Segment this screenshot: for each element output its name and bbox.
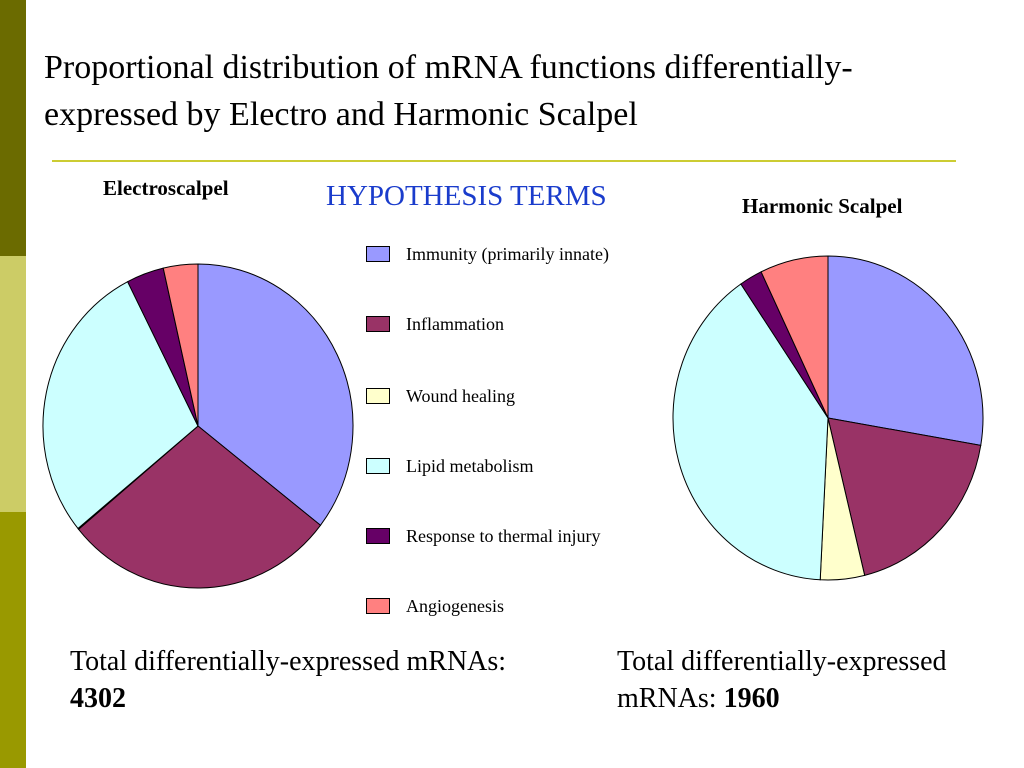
title-divider — [52, 160, 956, 162]
legend-item-thermal-injury: Response to thermal injury — [366, 524, 600, 548]
legend-swatch — [366, 598, 390, 614]
total-label: Total differentially-expressed mRNAs: — [70, 646, 507, 677]
pie-slice-immunity-primarily-innate — [197, 263, 354, 527]
legend-label: Response to thermal injury — [406, 525, 601, 546]
slide-title: Proportional distribution of mRNA functi… — [44, 49, 853, 133]
total-value: 4302 — [70, 683, 126, 714]
total-value: 1960 — [723, 683, 780, 714]
legend-swatch — [366, 246, 390, 262]
legend-swatch — [366, 458, 390, 474]
pie-slice-lipid-metabolism — [42, 280, 199, 530]
legend-label: Lipid metabolism — [406, 455, 534, 476]
electroscalpel-pie-chart — [42, 263, 354, 589]
sidebar-accent-bottom — [0, 512, 26, 768]
legend-item-inflammation: Inflammation — [366, 312, 504, 336]
legend-title: HYPOTHESIS TERMS — [326, 180, 607, 212]
legend-label: Wound healing — [406, 385, 516, 406]
legend-label: Immunity (primarily innate) — [406, 243, 609, 264]
harmonic-scalpel-total: Total differentially-expressed mRNAs: 19… — [617, 643, 997, 717]
total-label: Total differentially-expressed mRNAs: — [617, 646, 947, 714]
pie-slice-immunity-primarily-innate — [827, 255, 984, 446]
legend-label: Angiogenesis — [406, 595, 504, 616]
pie-slice-inflammation — [77, 425, 322, 589]
legend-item-angiogenesis: Angiogenesis — [366, 594, 504, 618]
electroscalpel-total: Total differentially-expressed mRNAs: 43… — [70, 643, 520, 717]
electroscalpel-chart-title: Electroscalpel — [103, 176, 229, 200]
legend-swatch — [366, 388, 390, 404]
pie-slice-inflammation — [827, 417, 982, 577]
legend-label: Inflammation — [406, 313, 504, 334]
legend-swatch — [366, 528, 390, 544]
legend-item-lipid-metabolism: Lipid metabolism — [366, 454, 534, 478]
harmonic-scalpel-pie-chart — [672, 255, 984, 581]
sidebar-accent-top — [0, 0, 26, 256]
pie-slice-angiogenesis — [760, 255, 829, 419]
legend-item-wound-healing: Wound healing — [366, 384, 515, 408]
pie-slice-lipid-metabolism — [672, 283, 829, 581]
harmonic-scalpel-chart-title: Harmonic Scalpel — [742, 194, 903, 218]
legend-swatch — [366, 316, 390, 332]
sidebar-accent-middle — [0, 256, 26, 512]
pie-slice-angiogenesis — [162, 263, 199, 427]
legend-item-immunity: Immunity (primarily innate) — [366, 242, 609, 266]
